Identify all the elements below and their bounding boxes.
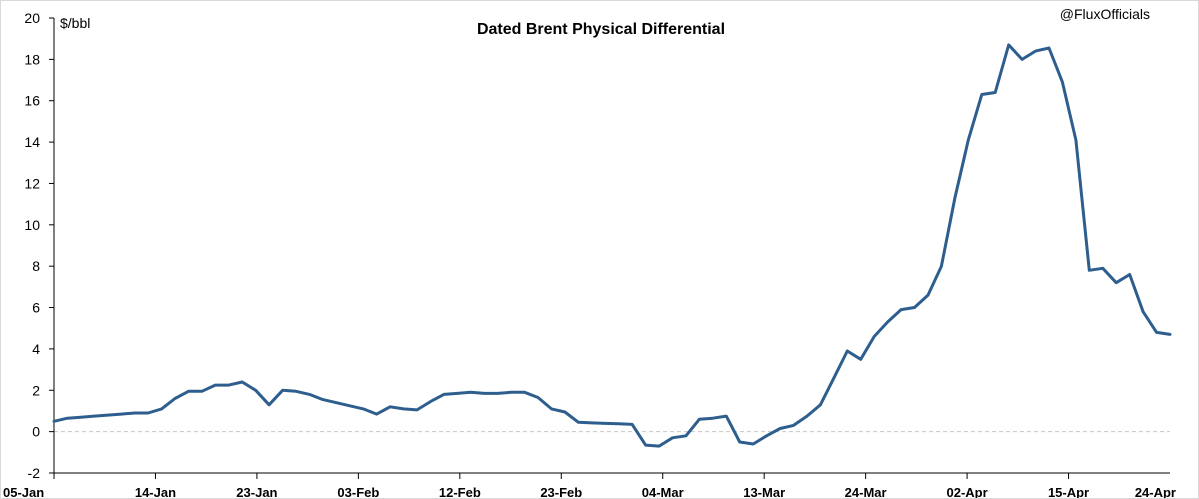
credit-label: @FluxOfficials (1060, 6, 1150, 22)
x-axis-labels: 05-Jan 14-Jan 23-Jan 03-Feb 12-Feb 23-Feb 04-M… (3, 485, 1176, 499)
y-tick-label: 8 (32, 258, 40, 274)
y-tick-label: 16 (24, 93, 40, 109)
x-tick-label: 24-Mar (845, 485, 887, 499)
x-tick-label: 15-Apr (1048, 485, 1089, 499)
x-tick-label: 23-Feb (540, 485, 582, 499)
x-tick-label: 02-Apr (946, 485, 987, 499)
unit-label: $/bbl (60, 15, 90, 31)
y-tick-label: 20 (24, 10, 40, 26)
chart-title: Dated Brent Physical Differential (477, 21, 725, 38)
x-tick-label: 04-Mar (642, 485, 684, 499)
y-axis-labels: -2 0 2 4 6 8 10 12 14 16 18 20 (24, 10, 40, 481)
y-tick-label: 18 (24, 51, 40, 67)
x-axis-ticks (53, 473, 1070, 479)
y-axis-ticks (49, 17, 54, 474)
x-tick-label: 05-Jan (3, 485, 44, 499)
y-tick-label: -2 (28, 465, 41, 481)
y-tick-label: 6 (32, 300, 40, 316)
y-tick-label: 12 (24, 175, 40, 191)
x-tick-label: 12-Feb (439, 485, 481, 499)
x-tick-label: 03-Feb (337, 485, 379, 499)
x-tick-label: 23-Jan (236, 485, 277, 499)
y-tick-label: 10 (24, 217, 40, 233)
series-line (52, 43, 1172, 448)
y-tick-label: 14 (24, 134, 40, 150)
y-tick-label: 0 (32, 424, 40, 440)
x-tick-label: 14-Jan (135, 485, 176, 499)
y-tick-label: 4 (32, 341, 40, 357)
x-tick-label: 13-Mar (743, 485, 785, 499)
y-tick-label: 2 (32, 382, 40, 398)
x-tick-label: 24-Apr (1135, 485, 1176, 499)
